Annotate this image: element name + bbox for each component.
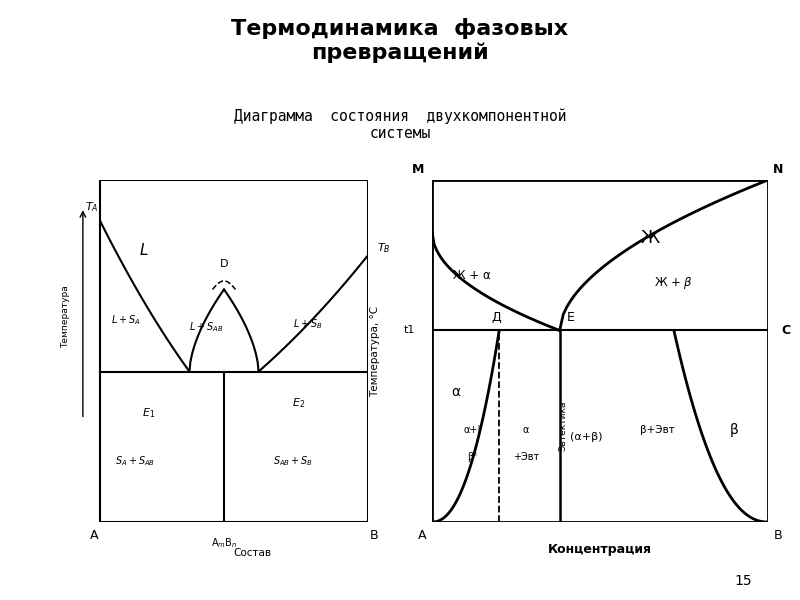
Text: β+Эвт: β+Эвт xyxy=(640,425,674,434)
Text: $T_B$: $T_B$ xyxy=(377,241,390,255)
Text: $L + S_B$: $L + S_B$ xyxy=(293,317,322,331)
Text: $S_A + S_{AB}$: $S_A + S_{AB}$ xyxy=(114,454,155,467)
Text: E: E xyxy=(566,311,574,323)
Text: D: D xyxy=(220,259,228,269)
Text: A: A xyxy=(418,529,426,542)
Text: $T_A$: $T_A$ xyxy=(85,200,98,214)
Text: (α+β): (α+β) xyxy=(570,431,603,442)
Text: A$_m$B$_n$: A$_m$B$_n$ xyxy=(211,536,237,550)
Text: Д: Д xyxy=(491,311,501,323)
Text: Термодинамика  фазовых
превращений: Термодинамика фазовых превращений xyxy=(231,18,569,63)
Text: α: α xyxy=(451,385,460,399)
Text: +Эвт: +Эвт xyxy=(513,452,539,462)
Text: t1: t1 xyxy=(404,325,415,335)
Text: $L + S_A$: $L + S_A$ xyxy=(111,314,141,328)
Text: Температура, °С: Температура, °С xyxy=(370,305,380,397)
Text: Диаграмма  состояния  двухкомпонентной
системы: Диаграмма состояния двухкомпонентной сис… xyxy=(234,108,566,141)
Text: Ж + $\beta$: Ж + $\beta$ xyxy=(654,275,694,290)
Text: Ж: Ж xyxy=(641,229,660,247)
Text: βᴵᴵ: βᴵᴵ xyxy=(467,452,477,462)
Text: C: C xyxy=(782,324,790,337)
Text: β: β xyxy=(730,422,738,437)
Text: Температура: Температура xyxy=(61,286,70,348)
Text: $E_1$: $E_1$ xyxy=(142,406,156,420)
Text: α: α xyxy=(523,425,530,434)
Text: α+|: α+| xyxy=(463,424,481,435)
Text: $L + S_{AB}$: $L + S_{AB}$ xyxy=(190,320,224,334)
Text: A: A xyxy=(90,529,98,542)
Text: $S_{AB} + S_B$: $S_{AB} + S_B$ xyxy=(273,454,314,467)
Text: Ж + α: Ж + α xyxy=(454,269,491,282)
Text: $E_2$: $E_2$ xyxy=(292,396,306,410)
Text: $L$: $L$ xyxy=(138,242,148,258)
Text: B: B xyxy=(774,529,782,542)
Text: Эвтектика: Эвтектика xyxy=(558,401,567,451)
Text: B: B xyxy=(370,529,378,542)
Text: M: M xyxy=(412,163,425,176)
Text: 15: 15 xyxy=(734,574,752,588)
Text: Концентрация: Концентрация xyxy=(548,543,652,556)
Text: Состав: Состав xyxy=(234,548,272,558)
Text: N: N xyxy=(773,163,783,176)
